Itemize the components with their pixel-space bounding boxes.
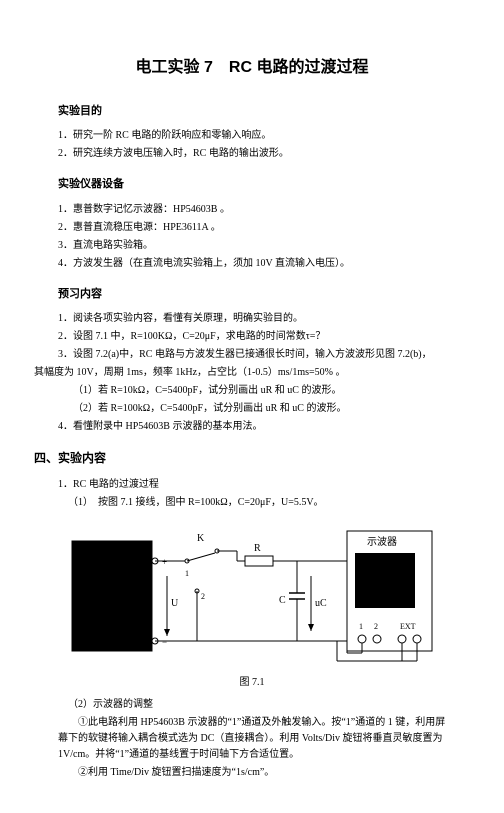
paragraph: （1） 按图 7.1 接线，图中 R=100kΩ，C=20μF，U=5.5V。 — [68, 495, 446, 511]
section-head-purpose: 实验目的 — [58, 103, 446, 121]
sub-item: （1）若 R=10kΩ，C=5400pF，试分别画出 uR 和 uC 的波形。 — [73, 383, 446, 399]
list-item: 4．看懂附录中 HP54603B 示波器的基本用法。 — [58, 419, 446, 435]
paragraph: 其幅度为 10V，周期 1ms，频率 1kHz，占空比（1-0.5）ms/1ms… — [34, 365, 446, 381]
label-ext: EXT — [400, 622, 416, 631]
list-item: 2．惠普直流稳压电源：HPE3611A 。 — [58, 220, 446, 236]
page: 电工实验 7 RC 电路的过渡过程 实验目的 1．研究一阶 RC 电路的阶跃响应… — [0, 0, 504, 813]
figure-caption: 图 7.1 — [58, 675, 446, 691]
list-item: 3．设图 7.2(a)中，RC 电路与方波发生器已接通很长时间，输入方波波形见图… — [58, 347, 446, 363]
list-item: 4．方波发生器（在直流电流实验箱上，须加 10V 直流输入电压）。 — [58, 256, 446, 272]
list-item: 3．直流电路实验箱。 — [58, 238, 446, 254]
paragraph: 1．RC 电路的过渡过程 — [58, 477, 446, 493]
list-item: 1．研究一阶 RC 电路的阶跃响应和零输入响应。 — [58, 128, 446, 144]
label-R: R — [254, 543, 261, 554]
paragraph: （2）示波器的调整 — [68, 697, 446, 713]
svg-text:−: − — [162, 637, 167, 647]
label-ch1: 1 — [359, 622, 363, 631]
paragraph: ②利用 Time/Div 旋钮置扫描速度为“1s/cm”。 — [58, 765, 446, 781]
purpose-list: 1．研究一阶 RC 电路的阶跃响应和零输入响应。 2．研究连续方波电压输入时，R… — [58, 128, 446, 162]
section-head-equipment: 实验仪器设备 — [58, 176, 446, 194]
list-item: 2．设图 7.1 中，R=100KΩ，C=20μF，求电路的时间常数τ=？ — [58, 329, 446, 345]
preview-list: 1．阅读各项实验内容，看懂有关原理，明确实验目的。 2．设图 7.1 中，R=1… — [58, 311, 446, 363]
section-head-preview: 预习内容 — [58, 286, 446, 304]
label-oscilloscope: 示波器 — [367, 535, 397, 548]
doc-title: 电工实验 7 RC 电路的过渡过程 — [58, 55, 446, 81]
paragraph: ①此电路利用 HP54603B 示波器的“1”通道及外触发输入。按“1”通道的 … — [58, 715, 446, 763]
section-head-content: 四、实验内容 — [34, 449, 446, 468]
label-K: K — [197, 533, 205, 544]
list-item: 2．研究连续方波电压输入时，RC 电路的输出波形。 — [58, 146, 446, 162]
label-ch2: 2 — [374, 622, 378, 631]
list-item: 1．惠普数字记忆示波器：HP54603B 。 — [58, 202, 446, 218]
label-uc: uC — [315, 598, 327, 609]
sub-item: （2）若 R=100kΩ，C=5400pF，试分别画出 uR 和 uC 的波形。 — [73, 401, 446, 417]
svg-text:+: + — [162, 557, 167, 567]
list-item: 1．阅读各项实验内容，看懂有关原理，明确实验目的。 — [58, 311, 446, 327]
label-2: 2 — [201, 592, 205, 601]
equipment-list: 1．惠普数字记忆示波器：HP54603B 。 2．惠普直流稳压电源：HPE361… — [58, 202, 446, 272]
label-C: C — [279, 595, 286, 606]
label-U: U — [171, 598, 179, 609]
figure-7-1: + − U K 1 2 R C uC — [67, 521, 437, 671]
label-1: 1 — [185, 569, 189, 578]
